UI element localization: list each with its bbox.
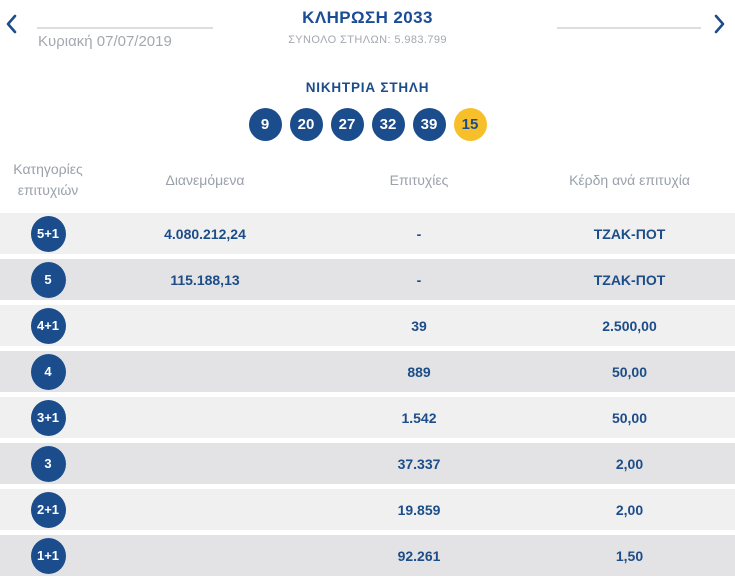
cell-winners: 19.859 <box>397 501 441 518</box>
column-header-distributed: Διανεμόμενα <box>165 171 245 188</box>
column-header-categories: Κατηγορίες επιτυχιών <box>13 161 83 198</box>
winning-column-label: ΝΙΚΗΤΡΙΑ ΣΤΗΛΗ <box>305 80 430 95</box>
divider-line-right <box>557 27 701 29</box>
table-row: 5 115.188,13 - ΤΖΑΚ-ΠΟΤ <box>0 259 735 300</box>
column-header-winners: Επιτυχίες <box>389 171 449 188</box>
number-ball: 32 <box>371 108 405 141</box>
cell-winners: 39 <box>411 317 427 334</box>
number-ball: 39 <box>412 108 446 141</box>
column-header-prize: Κέρδη ανά επιτυχία <box>569 171 690 188</box>
category-badge: 5 <box>30 261 66 298</box>
winning-column-section: ΝΙΚΗΤΡΙΑ ΣΤΗΛΗ 9 20 27 32 39 15 <box>0 80 735 141</box>
category-badge: 1+1 <box>30 537 66 574</box>
joker-ball: 15 <box>453 108 487 141</box>
category-badge: 4 <box>30 353 66 390</box>
table-row: 3 37.337 2,00 <box>0 443 735 484</box>
cell-prize: ΤΖΑΚ-ΠΟΤ <box>593 271 666 288</box>
cell-prize: 2,00 <box>615 455 644 472</box>
cell-winners: 889 <box>407 363 431 380</box>
draw-total-columns: ΣΥΝΟΛΟ ΣΤΗΛΩΝ: 5.983.799 <box>288 34 447 46</box>
results-table: Κατηγορίες επιτυχιών Διανεμόμενα Επιτυχί… <box>0 141 735 576</box>
draw-date: Κυριακή 07/07/2019 <box>38 33 172 50</box>
number-ball: 20 <box>289 108 323 141</box>
cell-prize: 2.500,00 <box>602 317 657 334</box>
cell-winners: 1.542 <box>401 409 437 426</box>
prev-draw-button[interactable] <box>3 14 19 39</box>
category-badge: 5+1 <box>30 215 66 252</box>
cell-winners: - <box>416 271 422 288</box>
chevron-right-icon <box>714 14 726 39</box>
table-row: 5+1 4.080.212,24 - ΤΖΑΚ-ΠΟΤ <box>0 213 735 254</box>
divider-line-left <box>37 27 213 29</box>
cell-distributed: 4.080.212,24 <box>164 225 246 242</box>
draw-title: ΚΛΗΡΩΣΗ 2033 <box>302 8 433 27</box>
table-row: 3+1 1.542 50,00 <box>0 397 735 438</box>
table-row: 1+1 92.261 1,50 <box>0 535 735 576</box>
cell-prize: 50,00 <box>611 363 648 380</box>
table-row: 2+1 19.859 2,00 <box>0 489 735 530</box>
table-header-row: Κατηγορίες επιτυχιών Διανεμόμενα Επιτυχί… <box>0 141 735 213</box>
category-badge: 3 <box>30 445 66 482</box>
cell-prize: 50,00 <box>611 409 648 426</box>
number-ball: 9 <box>248 108 282 141</box>
number-ball: 27 <box>330 108 364 141</box>
draw-header: Κυριακή 07/07/2019 ΚΛΗΡΩΣΗ 2033 ΣΥΝΟΛΟ Σ… <box>0 0 735 64</box>
cell-prize: 1,50 <box>615 547 644 564</box>
cell-winners: 37.337 <box>397 455 441 472</box>
cell-winners: 92.261 <box>397 547 441 564</box>
next-draw-button[interactable] <box>712 14 728 39</box>
category-badge: 3+1 <box>30 399 66 436</box>
category-badge: 2+1 <box>30 491 66 528</box>
cell-distributed: 115.188,13 <box>170 271 240 288</box>
cell-prize: 2,00 <box>615 501 644 518</box>
cell-prize: ΤΖΑΚ-ΠΟΤ <box>593 225 666 242</box>
chevron-left-icon <box>5 14 17 39</box>
winning-numbers: 9 20 27 32 39 15 <box>0 108 735 141</box>
table-body: 5+1 4.080.212,24 - ΤΖΑΚ-ΠΟΤ 5 115.188,13… <box>0 213 735 576</box>
cell-winners: - <box>416 225 422 242</box>
table-row: 4 889 50,00 <box>0 351 735 392</box>
table-row: 4+1 39 2.500,00 <box>0 305 735 346</box>
category-badge: 4+1 <box>30 307 66 344</box>
